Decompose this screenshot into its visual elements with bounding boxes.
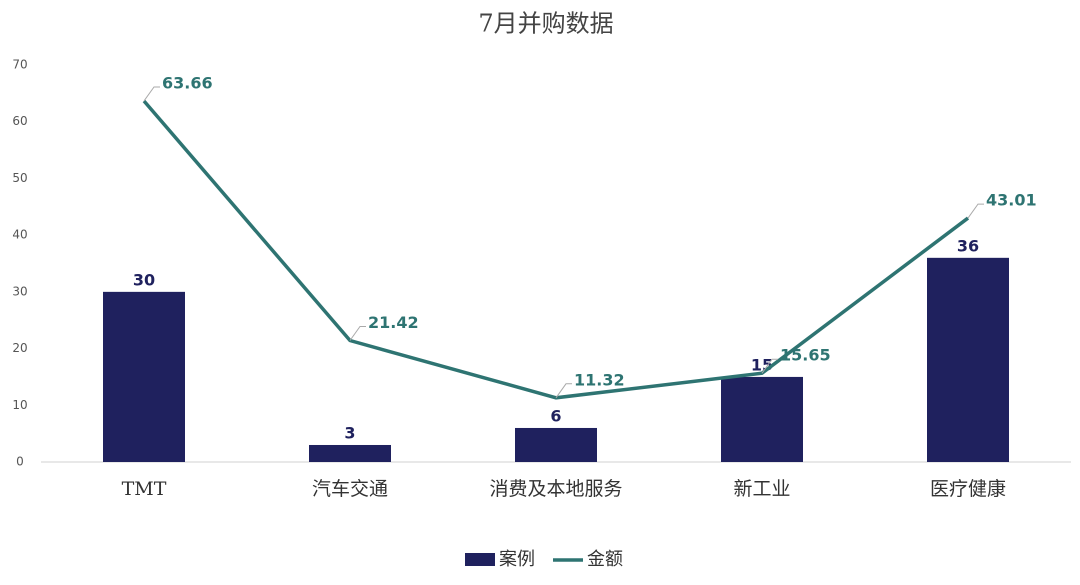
bar — [721, 376, 803, 462]
line-label: 11.32 — [574, 370, 625, 389]
bar — [515, 427, 597, 462]
x-tick-label: 汽车交通 — [312, 478, 388, 500]
bar-label: 3 — [344, 423, 355, 442]
y-tick-label: 50 — [12, 171, 27, 185]
bar-label: 6 — [550, 406, 561, 425]
x-tick-label: 新工业 — [733, 478, 790, 500]
legend-label: 金额 — [587, 549, 623, 570]
leader-line — [967, 203, 984, 219]
leader-line — [349, 326, 366, 341]
bar-label: 36 — [957, 236, 979, 255]
line-label: 43.01 — [986, 191, 1037, 210]
y-tick-label: 0 — [16, 455, 24, 469]
chart-title: 7月并购数据 — [478, 10, 613, 38]
y-tick-label: 30 — [12, 284, 27, 298]
y-tick-label: 20 — [12, 341, 27, 355]
x-tick-label: 医疗健康 — [930, 478, 1006, 500]
leader-line — [555, 383, 572, 399]
bar — [927, 257, 1009, 462]
y-tick-label: 40 — [12, 228, 27, 242]
line-label: 15.65 — [780, 346, 831, 365]
line-label: 63.66 — [162, 73, 213, 92]
bar — [309, 444, 391, 462]
y-tick-label: 70 — [12, 58, 27, 72]
legend-label: 案例 — [499, 549, 535, 570]
legend-swatch — [465, 553, 495, 566]
leader-line — [761, 358, 778, 374]
bar-label: 30 — [133, 270, 155, 289]
leader-line — [143, 86, 160, 102]
y-tick-label: 60 — [12, 114, 27, 128]
y-tick-label: 10 — [12, 398, 27, 412]
x-tick-label: TMT — [122, 478, 167, 500]
x-tick-label: 消费及本地服务 — [489, 478, 622, 500]
line — [142, 99, 970, 400]
line-label: 21.42 — [368, 313, 419, 332]
bar — [103, 291, 185, 462]
